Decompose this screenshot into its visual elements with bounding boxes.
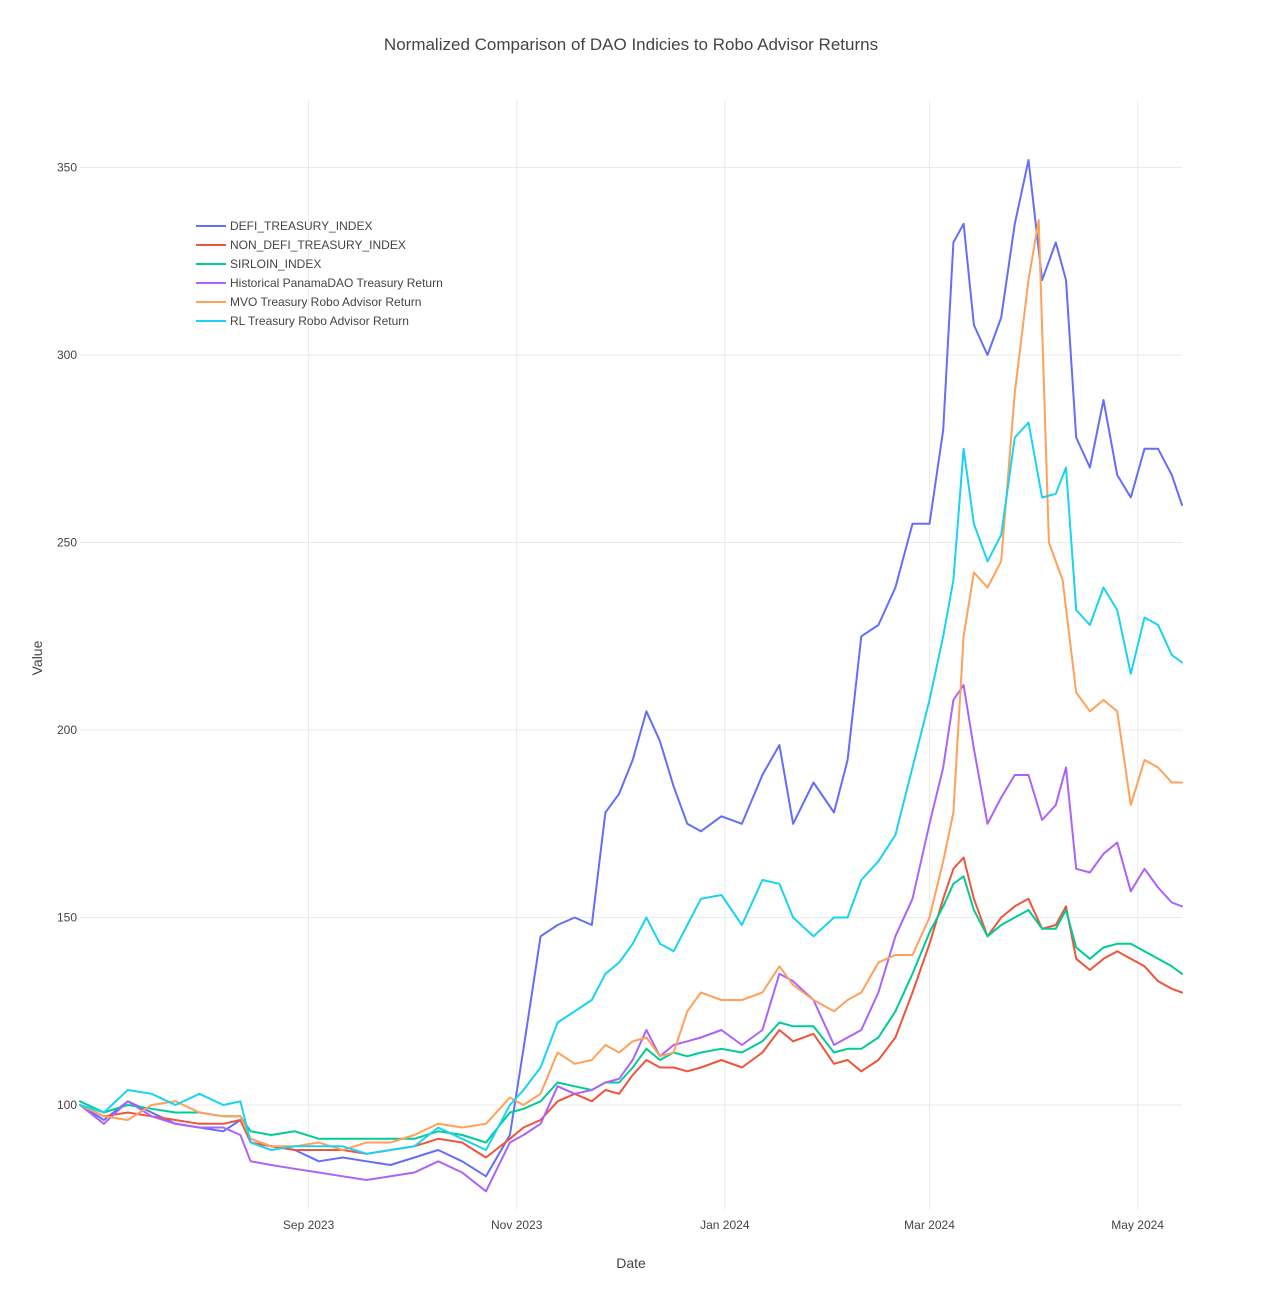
series-line-1[interactable] xyxy=(79,159,1183,1178)
x-tick-label: Sep 2023 xyxy=(283,1218,335,1232)
y-tick-label: 250 xyxy=(57,536,77,550)
legend-item[interactable]: Historical PanamaDAO Treasury Return xyxy=(196,276,443,290)
legend-label: SIRLOIN_INDEX xyxy=(230,257,321,271)
legend[interactable]: DEFI_TREASURY_INDEX NON_DEFI_TREASURY_IND… xyxy=(196,219,443,328)
legend-label: Historical PanamaDAO Treasury Return xyxy=(230,276,443,290)
legend-label: DEFI_TREASURY_INDEX xyxy=(230,219,372,233)
y-tick-label: 300 xyxy=(57,348,77,362)
x-tick-label: Jan 2024 xyxy=(700,1218,750,1232)
y-tick-label: 100 xyxy=(57,1098,77,1112)
y-gridlines xyxy=(80,167,1182,1106)
chart-title: Normalized Comparison of DAO Indicies to… xyxy=(384,35,878,54)
x-tick-label: May 2024 xyxy=(1111,1218,1164,1232)
x-tick-label: Mar 2024 xyxy=(904,1218,955,1232)
legend-label: RL Treasury Robo Advisor Return xyxy=(230,314,409,328)
legend-item[interactable]: RL Treasury Robo Advisor Return xyxy=(196,314,409,328)
legend-label: NON_DEFI_TREASURY_INDEX xyxy=(230,238,406,252)
series-line-6[interactable] xyxy=(79,421,1183,1155)
series-line-2[interactable] xyxy=(79,856,1183,1159)
y-axis-title: Value xyxy=(29,640,45,675)
legend-item[interactable]: NON_DEFI_TREASURY_INDEX xyxy=(196,238,406,252)
y-axis-ticks: 100 150 200 250 300 350 xyxy=(57,161,77,1113)
y-tick-label: 150 xyxy=(57,911,77,925)
series-line-4[interactable] xyxy=(79,684,1183,1193)
x-tick-label: Nov 2023 xyxy=(491,1218,543,1232)
series-line-3[interactable] xyxy=(79,875,1183,1144)
legend-item[interactable]: DEFI_TREASURY_INDEX xyxy=(196,219,372,233)
y-tick-label: 350 xyxy=(57,161,77,175)
series-lines xyxy=(79,159,1183,1193)
legend-item[interactable]: SIRLOIN_INDEX xyxy=(196,257,321,271)
x-axis-title: Date xyxy=(616,1255,646,1271)
x-axis-ticks: Sep 2023 Nov 2023 Jan 2024 Mar 2024 May 2024 xyxy=(283,1218,1164,1232)
y-tick-label: 200 xyxy=(57,723,77,737)
series-line-5[interactable] xyxy=(79,219,1183,1151)
legend-label: MVO Treasury Robo Advisor Return xyxy=(230,295,421,309)
legend-item[interactable]: MVO Treasury Robo Advisor Return xyxy=(196,295,421,309)
x-gridlines xyxy=(308,100,1139,1210)
